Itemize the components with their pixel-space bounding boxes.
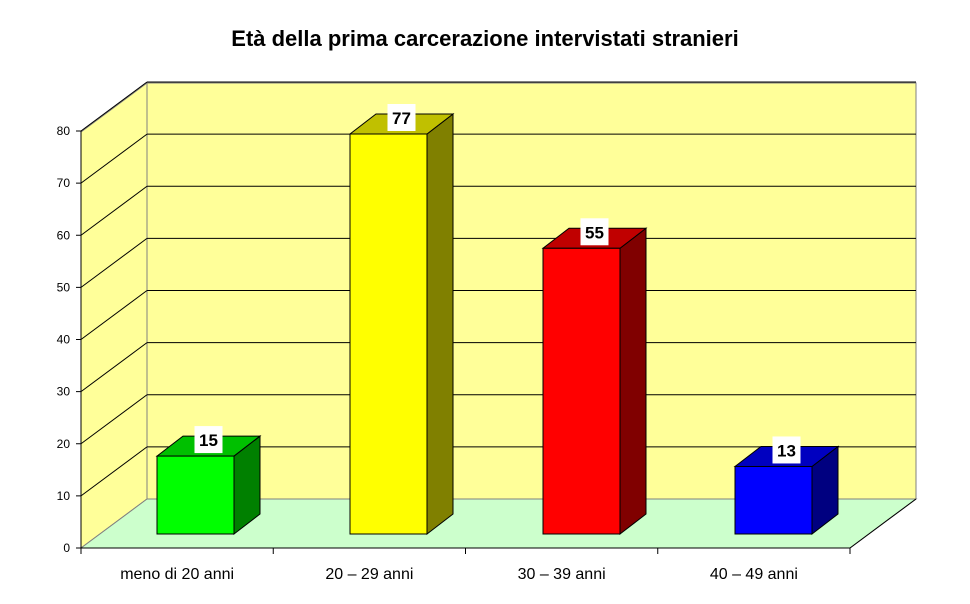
y-tick-label: 80 [57,124,71,138]
gridline-left [80,185,148,236]
y-tick-label: 10 [57,489,71,503]
bar-side [619,227,647,536]
y-tick-label: 70 [57,176,71,190]
gridline-left [80,81,148,132]
value-label-box [194,426,223,454]
gridline-left [80,237,148,288]
value-label: 77 [392,109,411,128]
floor-right-edge [849,498,917,549]
gridline-left [80,133,148,184]
value-label: 55 [585,223,604,242]
bar-front [349,133,428,535]
y-tick-label: 30 [57,385,71,399]
bar-front [734,465,813,535]
bar-front [542,247,621,535]
value-label-box [580,218,609,246]
x-category-label: 20 – 29 anni [325,566,413,583]
x-category-label: 40 – 49 anni [710,566,798,583]
gridline-left [80,394,148,445]
y-tick-label: 20 [57,437,71,451]
gridline-left [80,290,148,340]
value-label-box [387,104,416,131]
value-label-box [772,436,801,464]
chart-title: Età della prima carcerazione intervistat… [231,26,739,51]
gridline-left [80,446,148,497]
x-category-label: 30 – 39 anni [518,566,606,583]
y-tick-label: 60 [57,228,71,242]
bar-front [156,455,235,535]
bar-side [426,112,454,536]
y-tick-label: 50 [57,280,71,294]
value-label: 13 [777,441,796,460]
gridline-left [80,342,148,393]
value-label: 15 [199,431,218,450]
y-tick-label: 40 [57,333,71,347]
x-category-label: meno di 20 anni [120,566,234,583]
y-tick-label: 0 [63,541,70,555]
